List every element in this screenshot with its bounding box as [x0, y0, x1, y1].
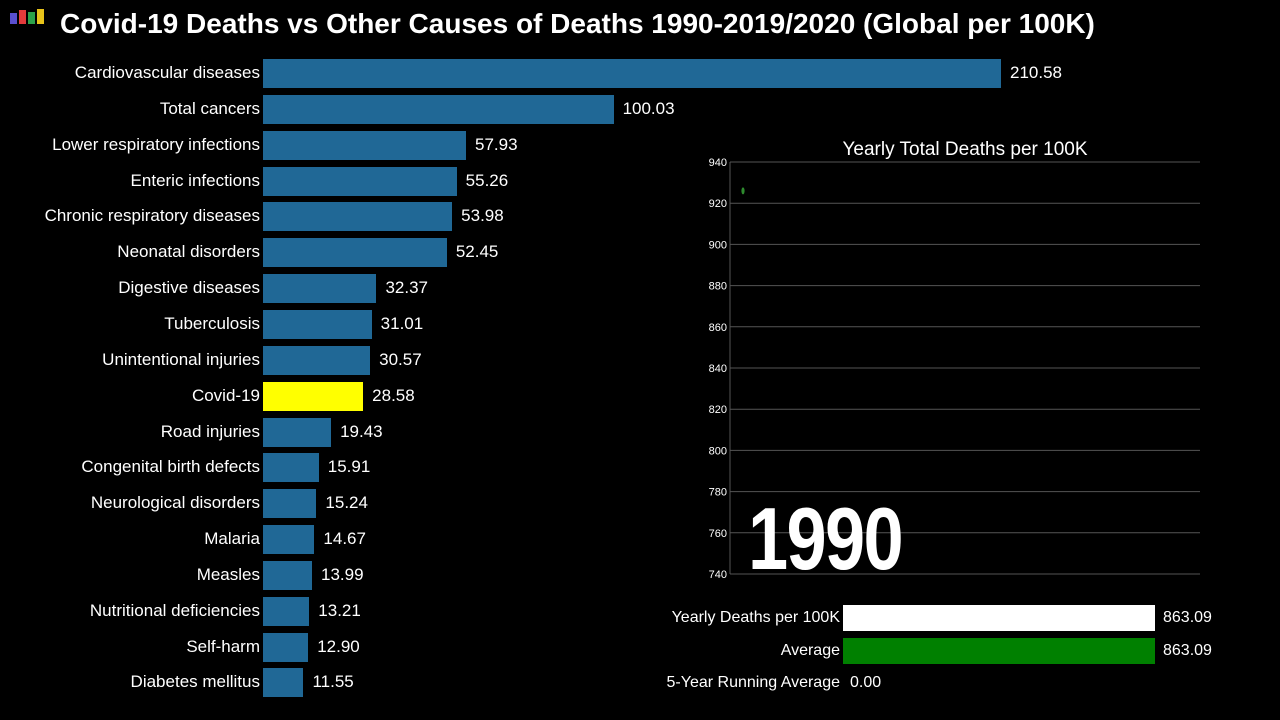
line-data-point [741, 187, 745, 195]
value-label: 13.21 [318, 600, 361, 620]
y-tick-label: 860 [709, 322, 727, 334]
y-tick-label: 760 [709, 528, 727, 540]
y-tick-label: 800 [709, 445, 727, 457]
value-label: 19.43 [340, 421, 383, 441]
y-tick-label: 780 [709, 487, 727, 499]
bar [263, 489, 317, 519]
category-label: Diabetes mellitus [130, 672, 260, 692]
value-label: 13.99 [321, 564, 364, 584]
y-tick-label: 920 [709, 198, 727, 210]
bar [263, 202, 453, 232]
category-label: Digestive diseases [118, 278, 260, 298]
bar [263, 381, 364, 411]
value-label: 28.58 [372, 385, 415, 405]
value-label: 52.45 [455, 242, 499, 262]
yearly-total-line-chart: Yearly Total Deaths per 100K 740 760 780 800… [709, 139, 1200, 581]
bar [263, 417, 332, 447]
summary-bar [843, 605, 1155, 631]
category-label: Tuberculosis [164, 313, 260, 333]
chart-title: Covid-19 Deaths vs Other Causes of Death… [60, 8, 1095, 39]
summary-value: 863.09 [1163, 642, 1212, 659]
value-label: 32.37 [385, 278, 428, 298]
current-year: 1990 [748, 489, 904, 588]
y-tick-label: 740 [709, 569, 727, 581]
running-average-label: 5-Year Running Average [666, 674, 840, 691]
category-label: Chronic respiratory diseases [44, 206, 260, 226]
category-label: Enteric infections [130, 170, 260, 190]
y-tick-label: 940 [709, 157, 727, 169]
bar [263, 238, 447, 268]
category-label: Neurological disorders [90, 493, 260, 513]
bar [263, 274, 377, 304]
category-label: Cardiovascular diseases [74, 63, 260, 82]
value-label: 57.93 [475, 134, 518, 154]
y-tick-label: 840 [709, 363, 727, 375]
category-label: Unintentional injuries [102, 349, 260, 369]
summary-bar [843, 638, 1155, 664]
category-label: Nutritional deficiencies [89, 600, 260, 620]
value-label: 15.24 [325, 493, 368, 513]
summary-label: Yearly Deaths per 100K [671, 609, 840, 626]
value-label: 210.58 [1010, 63, 1062, 82]
value-label: 55.26 [465, 170, 509, 190]
category-label: Total cancers [159, 98, 260, 118]
bar [263, 453, 319, 483]
value-label: 12.90 [317, 636, 360, 656]
category-label: Road injuries [160, 421, 260, 441]
bar [263, 166, 457, 196]
value-label: 11.55 [312, 672, 354, 692]
bar [263, 94, 614, 124]
y-tick-label: 900 [709, 239, 727, 251]
bar [263, 668, 304, 698]
value-label: 30.57 [379, 349, 422, 369]
bar [263, 525, 315, 555]
summary-label: Average [780, 642, 840, 659]
summary-value: 863.09 [1163, 609, 1212, 626]
value-label: 15.91 [327, 457, 371, 477]
y-tick-label: 820 [709, 404, 727, 416]
bar [263, 596, 310, 626]
bar [263, 309, 372, 339]
category-label: Self-harm [186, 636, 260, 656]
bar [263, 130, 467, 160]
bar [263, 560, 313, 590]
value-label: 100.03 [622, 98, 675, 118]
logo-icon [10, 9, 44, 24]
value-label: 31.01 [380, 313, 424, 333]
value-label: 14.67 [323, 529, 366, 549]
y-tick-label: 880 [709, 281, 727, 293]
category-label: Malaria [204, 529, 260, 549]
line-chart-title: Yearly Total Deaths per 100K [842, 139, 1087, 160]
bar [263, 345, 371, 375]
category-label: Lower respiratory infections [52, 134, 260, 154]
category-label: Covid-19 [191, 385, 260, 405]
category-label: Measles [196, 564, 260, 584]
bar [263, 632, 309, 662]
value-label: 53.98 [461, 206, 504, 226]
bar [263, 59, 1001, 88]
category-label: Neonatal disorders [117, 242, 260, 262]
category-label: Congenital birth defects [81, 457, 260, 477]
running-average-value: 0.00 [850, 674, 882, 691]
